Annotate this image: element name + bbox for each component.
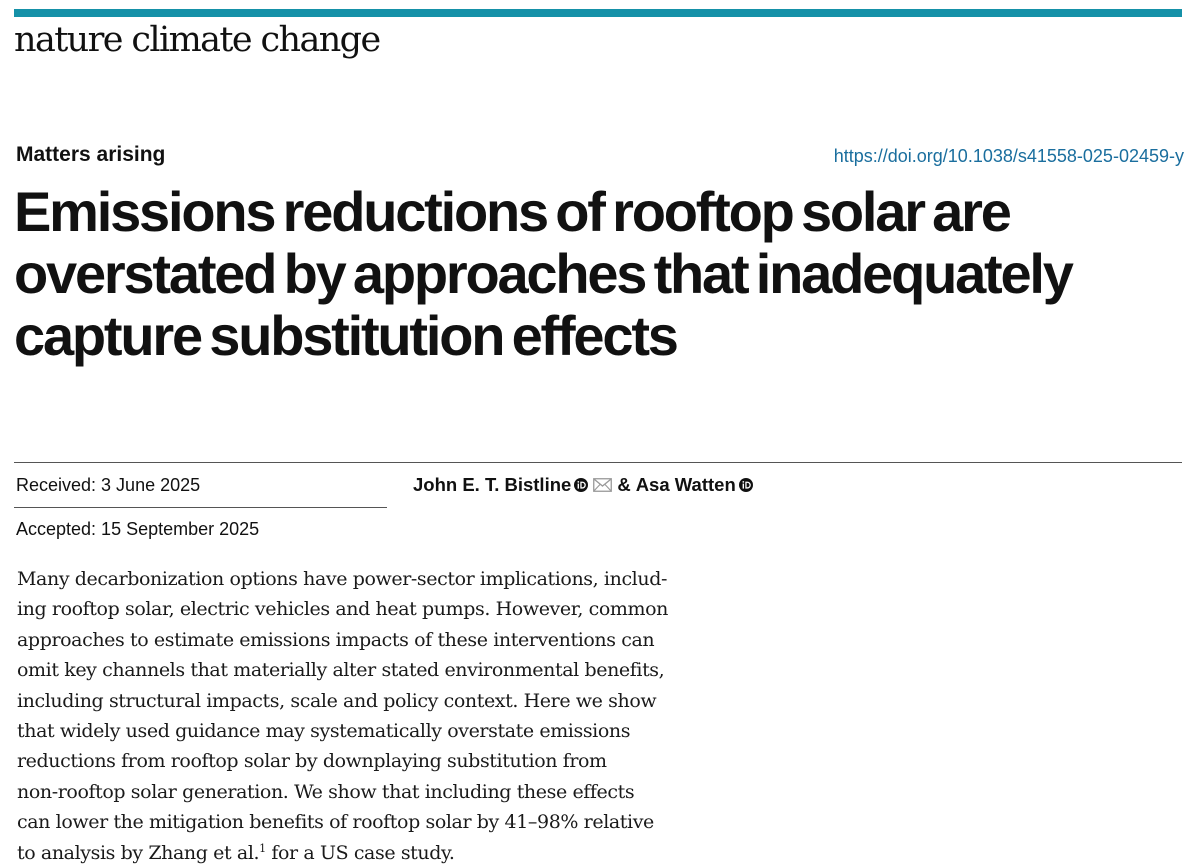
orcid-icon[interactable] [574,478,589,492]
abstract-line: including structural impacts, scale and … [17,689,657,712]
orcid-icon[interactable] [738,478,753,492]
mail-icon[interactable] [593,478,613,492]
citation-link[interactable]: 1 [259,841,266,855]
abstract-line: to analysis by Zhang et al. [17,841,260,864]
abstract-line: Many decarbonization options have power-… [17,568,667,590]
abstract-line: ing rooftop solar, electric vehicles and… [17,598,668,621]
abstract-line: non-rooftop solar generation. We show th… [17,780,635,803]
author-list: John E. T. Bistline & Asa Watten [413,474,757,496]
accepted-date: Accepted: 15 September 2025 [16,519,260,539]
abstract-line: for a US case study. [265,841,455,864]
abstract-line: omit key channels that materially alter … [17,659,665,682]
author-name[interactable]: Asa Watten [635,474,736,495]
journal-logo[interactable]: nature climate change [14,20,381,60]
received-date: Received: 3 June 2025 [16,475,201,495]
abstract-line: that widely used guidance may systematic… [17,720,631,743]
article-type-label: Matters arising [16,143,166,166]
abstract-line: reductions from rooftop solar by downpla… [17,750,607,773]
author-separator: & [617,474,631,495]
doi-link[interactable]: https://doi.org/10.1038/s41558-025-02459… [833,146,1184,166]
dates-divider [14,507,387,508]
abstract-line: approaches to estimate emissions impacts… [17,628,655,651]
abstract: Many decarbonization options have power-… [17,564,757,868]
journal-accent-bar [14,9,1182,17]
header-divider [14,462,1182,463]
author-name[interactable]: John E. T. Bistline [413,474,572,495]
abstract-line: can lower the mitigation benefits of roo… [17,811,654,834]
article-title: Emissions reductions of rooftop solar ar… [14,180,1074,367]
